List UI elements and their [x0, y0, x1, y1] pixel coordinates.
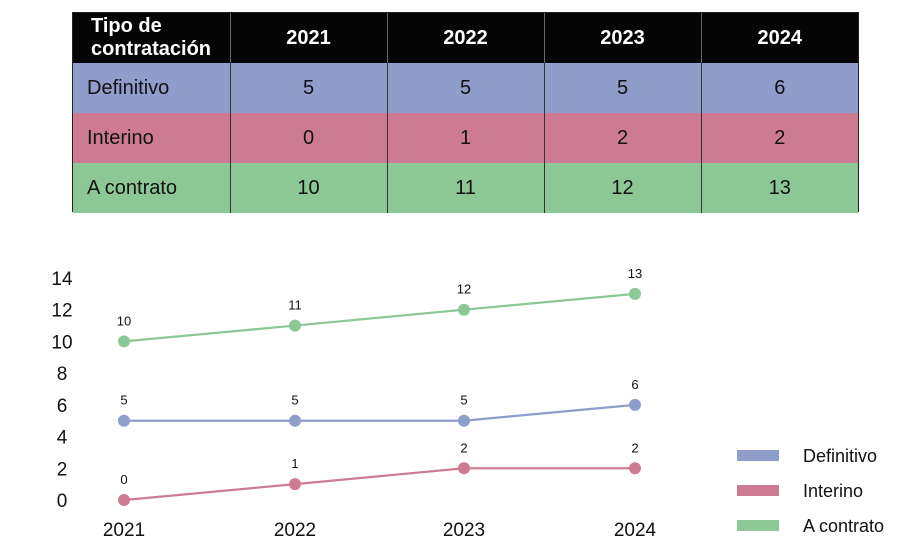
x-tick-label: 2021 — [103, 520, 145, 541]
table-row: Definitivo 5 5 5 6 — [73, 63, 858, 113]
data-label: 2 — [631, 440, 638, 455]
row-label: Definitivo — [73, 63, 230, 113]
legend-label: Definitivo — [803, 446, 877, 466]
data-table: Tipo de contratación 2021 2022 2023 2024… — [73, 13, 858, 213]
data-point — [629, 287, 641, 300]
data-label: 5 — [460, 393, 467, 408]
table-cell: 2 — [700, 113, 858, 163]
row-label: Interino — [73, 113, 230, 163]
table-header-year: 2023 — [543, 13, 701, 63]
data-label: 1 — [291, 456, 298, 471]
data-label: 2 — [460, 440, 467, 455]
legend-swatch — [737, 450, 779, 461]
y-tick-label: 12 — [51, 301, 72, 322]
data-point — [458, 414, 470, 427]
data-point — [458, 303, 470, 316]
table-cell: 5 — [229, 63, 387, 113]
table-cell: 11 — [386, 163, 544, 213]
y-tick-label: 14 — [51, 269, 73, 290]
series-line — [123, 292, 636, 343]
series-a-contrato: 10 11 12 13 — [117, 266, 642, 348]
data-label: 13 — [628, 266, 642, 281]
data-label: 12 — [457, 282, 471, 297]
data-point — [289, 478, 301, 491]
data-point — [629, 462, 641, 475]
data-point — [118, 335, 130, 348]
table-cell: 1 — [386, 113, 544, 163]
data-label: 0 — [120, 472, 127, 487]
x-tick-label: 2022 — [274, 520, 316, 541]
y-tick-label: 6 — [57, 396, 68, 417]
x-tick-label: 2024 — [614, 520, 657, 541]
table-cell: 5 — [543, 63, 701, 113]
y-axis: 0 2 4 6 8 10 12 14 — [51, 269, 73, 512]
y-tick-label: 8 — [57, 364, 68, 385]
table-header-year: 2024 — [700, 13, 858, 63]
data-point — [458, 462, 470, 475]
legend-label: Interino — [803, 481, 863, 501]
table-header-type: Tipo de contratación — [73, 13, 230, 63]
row-label: A contrato — [73, 163, 230, 213]
table-header-row: Tipo de contratación 2021 2022 2023 2024 — [73, 13, 858, 63]
series-line — [124, 403, 636, 422]
data-point — [289, 319, 301, 332]
table-header-year: 2021 — [229, 13, 387, 63]
table-row: A contrato 10 11 12 13 — [73, 163, 858, 213]
series-interino: 0 1 2 2 — [118, 440, 641, 506]
table-cell: 13 — [700, 163, 858, 213]
table-row: Interino 0 1 2 2 — [73, 113, 858, 163]
data-label: 6 — [631, 377, 638, 392]
y-tick-label: 4 — [57, 428, 68, 449]
legend-label: A contrato — [803, 516, 884, 536]
data-point — [118, 414, 130, 427]
legend-swatch — [737, 520, 779, 531]
table-cell: 2 — [543, 113, 701, 163]
data-point — [289, 414, 301, 427]
data-table-container: Tipo de contratación 2021 2022 2023 2024… — [72, 12, 859, 213]
data-label: 10 — [117, 313, 131, 328]
table-cell: 12 — [543, 163, 701, 213]
series-definitivo: 5 5 5 6 — [118, 377, 641, 427]
chart-legend: Definitivo Interino A contrato — [737, 446, 884, 536]
table-cell: 10 — [229, 163, 387, 213]
x-axis: 2021 2022 2023 2024 — [103, 520, 657, 541]
data-label: 11 — [288, 298, 302, 313]
table-cell: 6 — [700, 63, 858, 113]
y-tick-label: 10 — [51, 332, 72, 353]
series-line — [123, 467, 635, 502]
data-point — [629, 398, 641, 411]
legend-swatch — [737, 485, 779, 496]
y-tick-label: 0 — [57, 491, 68, 512]
table-header-year: 2022 — [386, 13, 544, 63]
data-label: 5 — [120, 393, 127, 408]
x-tick-label: 2023 — [443, 520, 485, 541]
y-tick-label: 2 — [57, 459, 68, 480]
data-point — [118, 494, 130, 506]
table-cell: 5 — [386, 63, 544, 113]
table-cell: 0 — [229, 113, 387, 163]
data-label: 5 — [291, 393, 298, 408]
